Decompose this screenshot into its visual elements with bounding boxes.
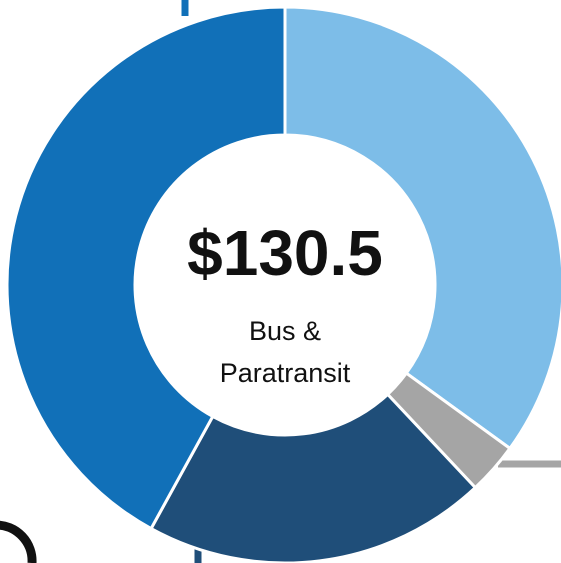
slice xyxy=(283,5,561,451)
center-title: $130.5 xyxy=(187,217,383,289)
callout-arc xyxy=(0,520,37,563)
slices xyxy=(5,5,561,563)
slice xyxy=(5,5,287,531)
center-label: Bus & xyxy=(249,316,321,346)
center-label: Paratransit xyxy=(220,358,351,388)
slice xyxy=(149,392,478,563)
